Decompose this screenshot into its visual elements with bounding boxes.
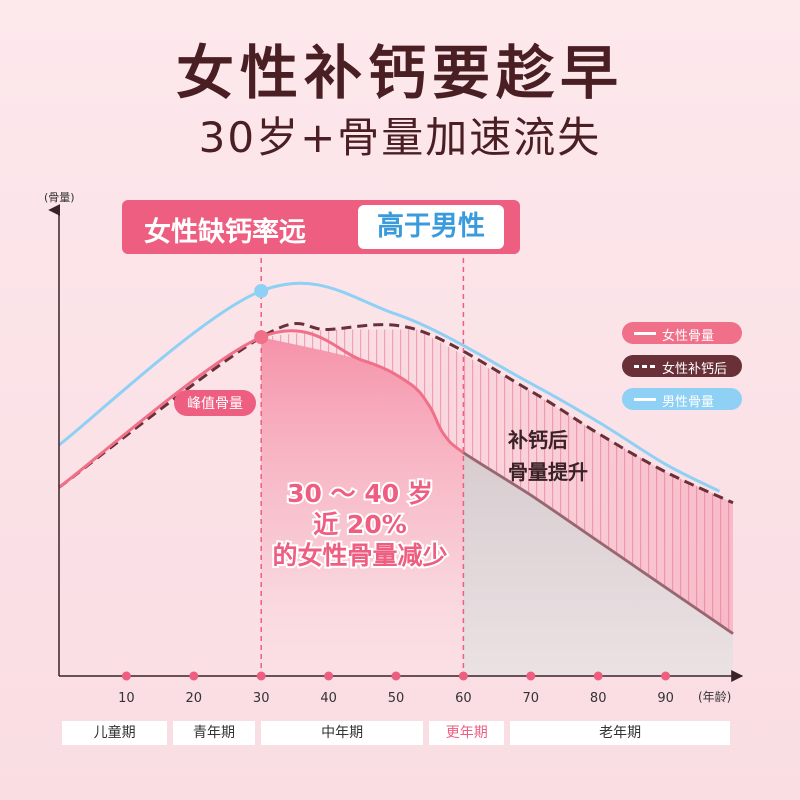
legend-label: 女性补钙后 bbox=[662, 362, 728, 377]
legend-swatch bbox=[634, 398, 656, 401]
stage-中年期: 中年期 bbox=[260, 721, 424, 745]
x-tick-label-80: 80 bbox=[590, 691, 607, 706]
female-late-area bbox=[463, 452, 733, 676]
series-line-female-late bbox=[462, 451, 734, 635]
legend-item: 女性补钙后 bbox=[622, 355, 742, 377]
x-tick-label-50: 50 bbox=[388, 691, 405, 706]
female-peak-point bbox=[254, 330, 269, 345]
legend-item: 男性骨量 bbox=[622, 388, 742, 410]
page-title: 女性补钙要趁早 bbox=[175, 39, 624, 107]
x-tick-dot-20 bbox=[189, 671, 199, 681]
x-tick-dot-50 bbox=[391, 671, 401, 681]
x-axis-label: (年龄) bbox=[698, 690, 731, 704]
x-tick-dot-40 bbox=[324, 671, 334, 681]
drop-annotation: 30 ～ 40 岁 近 20% 的女性骨量减少 bbox=[270, 477, 449, 572]
legend-label: 男性骨量 bbox=[662, 395, 715, 410]
peak-label-badge: 峰值骨量 bbox=[174, 390, 256, 416]
x-tick-dot-60 bbox=[458, 671, 468, 681]
male-peak-point bbox=[254, 284, 269, 298]
drop-annotation-line-1: 30 ～ 40 岁 bbox=[287, 479, 433, 508]
callout-right-text: 高于男性 bbox=[358, 205, 504, 249]
drop-annotation-line-2: 近 20% bbox=[313, 510, 407, 539]
drop-annotation-line-3: 的女性骨量减少 bbox=[272, 541, 447, 570]
x-tick-dot-90 bbox=[661, 671, 671, 681]
x-tick-dot-30 bbox=[256, 671, 266, 681]
x-tick-label-90: 90 bbox=[657, 691, 674, 706]
page-subtitle: 30岁+骨量加速流失 bbox=[198, 113, 602, 162]
stage-更年期: 更年期 bbox=[429, 721, 505, 745]
x-tick-dot-70 bbox=[526, 671, 536, 681]
supplement-annotation-line-1: 补钙后 bbox=[507, 428, 568, 452]
series-line-male bbox=[58, 281, 721, 493]
stage-老年期: 老年期 bbox=[510, 721, 730, 745]
x-tick-label-60: 60 bbox=[455, 691, 472, 706]
stage-儿童期: 儿童期 bbox=[62, 721, 168, 745]
y-axis-label: (骨量) bbox=[44, 191, 75, 204]
legend-swatch bbox=[634, 332, 656, 335]
x-tick-label-20: 20 bbox=[186, 691, 203, 706]
x-tick-label-40: 40 bbox=[320, 691, 337, 706]
supplement-annotation: 补钙后 骨量提升 bbox=[507, 428, 588, 484]
supplement-annotation-line-2: 骨量提升 bbox=[508, 460, 588, 484]
legend-swatch bbox=[634, 365, 656, 368]
peak-label: 峰值骨量 bbox=[187, 396, 243, 412]
stage-青年期: 青年期 bbox=[173, 721, 255, 745]
series-line-female-supplement bbox=[58, 322, 734, 505]
x-tick-label-70: 70 bbox=[523, 691, 540, 706]
female-decline-area bbox=[261, 337, 464, 676]
supplement-gain-hatch bbox=[261, 329, 733, 634]
legend-label: 女性骨量 bbox=[662, 329, 715, 344]
legend-item: 女性骨量 bbox=[622, 322, 742, 344]
callout-left-text: 女性缺钙率远 bbox=[144, 217, 306, 248]
x-tick-dot-80 bbox=[593, 671, 603, 681]
callout-banner: 女性缺钙率远 高于男性 bbox=[122, 200, 520, 254]
x-tick-label-10: 10 bbox=[118, 691, 135, 706]
x-tick-label-30: 30 bbox=[253, 691, 270, 706]
x-tick-dot-10 bbox=[121, 671, 131, 681]
